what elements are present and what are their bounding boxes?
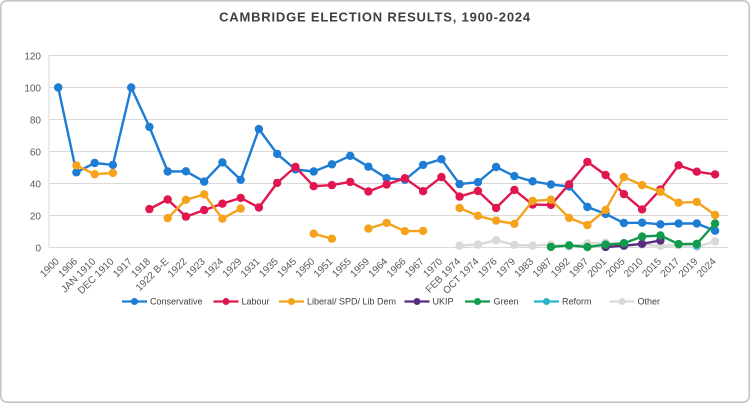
svg-text:0: 0	[35, 244, 41, 255]
svg-text:40: 40	[30, 180, 42, 191]
svg-text:Green: Green	[494, 297, 519, 307]
svg-text:20: 20	[30, 212, 42, 223]
svg-text:80: 80	[30, 116, 42, 127]
svg-text:Other: Other	[638, 297, 661, 307]
svg-text:120: 120	[24, 52, 41, 63]
svg-text:UKIP: UKIP	[433, 297, 454, 307]
svg-text:Liberal/ SPD/ Lib Dem: Liberal/ SPD/ Lib Dem	[307, 297, 396, 307]
svg-text:Labour: Labour	[242, 297, 270, 307]
svg-text:100: 100	[24, 84, 41, 95]
svg-text:CAMBRIDGE ELECTION RESULTS, 19: CAMBRIDGE ELECTION RESULTS, 1900-2024	[219, 10, 531, 25]
svg-text:60: 60	[30, 148, 42, 159]
svg-text:Reform: Reform	[562, 297, 592, 307]
svg-text:Conservative: Conservative	[150, 297, 203, 307]
